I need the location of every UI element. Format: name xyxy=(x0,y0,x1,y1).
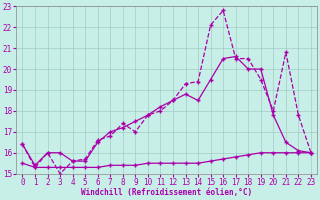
X-axis label: Windchill (Refroidissement éolien,°C): Windchill (Refroidissement éolien,°C) xyxy=(81,188,252,197)
